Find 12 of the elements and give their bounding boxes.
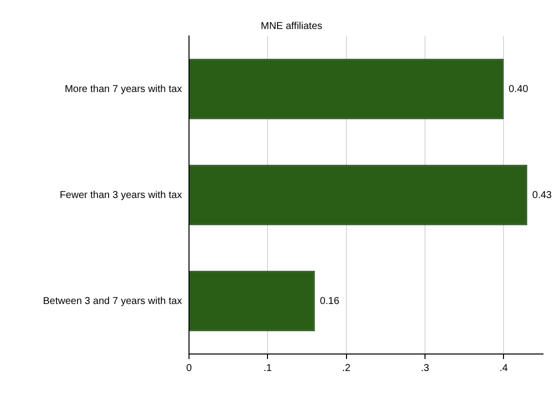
x-tick-label: .1 bbox=[263, 362, 272, 374]
y-tick-label: Between 3 and 7 years with tax bbox=[42, 296, 182, 307]
x-tick-label: .3 bbox=[420, 362, 430, 374]
x-tick-label: .2 bbox=[342, 362, 351, 374]
data-label: 0.16 bbox=[320, 296, 340, 307]
y-tick-label: More than 7 years with tax bbox=[64, 84, 182, 95]
x-tick-label: .4 bbox=[499, 362, 508, 374]
x-tick-label: 0 bbox=[186, 362, 192, 374]
y-tick-label: Fewer than 3 years with tax bbox=[60, 190, 182, 201]
data-label: 0.40 bbox=[508, 84, 529, 95]
data-label: 0.43 bbox=[532, 190, 552, 201]
chart-title: MNE affiliates bbox=[260, 20, 322, 32]
